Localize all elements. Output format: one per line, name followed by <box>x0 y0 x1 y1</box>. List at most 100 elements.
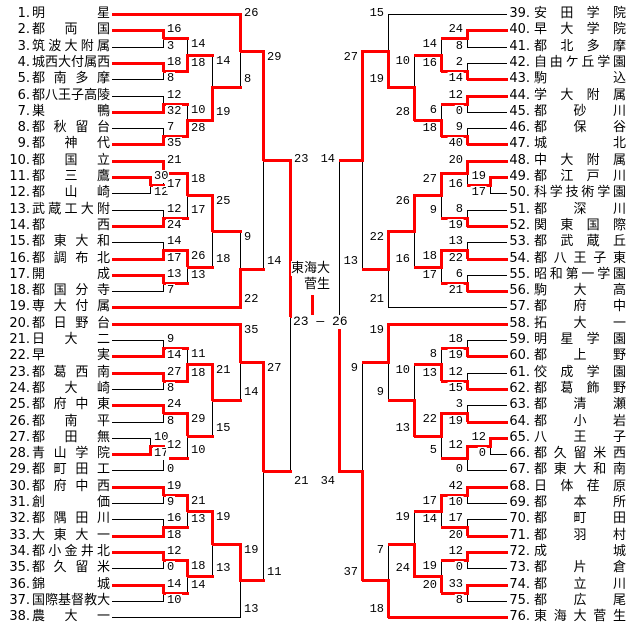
team-number: 62. <box>509 381 530 396</box>
bracket-line <box>240 51 241 89</box>
score-label: 10 <box>447 495 464 509</box>
team-name: 都清瀬 <box>534 397 626 412</box>
score-label: 19 <box>368 72 385 86</box>
team-row: 66. 都久留米西 <box>0 446 640 462</box>
team-number: 41. <box>509 39 530 54</box>
bracket-line <box>467 104 468 113</box>
score-label: 8 <box>166 381 176 395</box>
score-label: 14 <box>190 37 207 51</box>
bracket-line-winner <box>263 470 292 473</box>
bracket-line-winner <box>240 50 265 53</box>
bracket-line-winner <box>361 50 364 161</box>
bracket-line <box>163 593 164 602</box>
score-label: 8 <box>166 414 176 428</box>
bracket-line-winner <box>388 323 508 326</box>
team-row: 26. 都南平 <box>0 414 640 430</box>
team-row: 68. 日体荏原 <box>0 479 640 495</box>
team-name: 都江戸川 <box>534 169 626 184</box>
score-label: 33 <box>447 577 464 591</box>
bracket-line-winner <box>466 135 469 145</box>
bracket-line <box>112 340 164 341</box>
team-number: 2. <box>17 22 30 37</box>
team-number: 70. <box>509 511 530 526</box>
team-row: 9. 都神代 <box>0 136 640 152</box>
bracket-line-winner <box>467 290 508 293</box>
bracket-line-winner <box>441 457 469 460</box>
team-number: 48. <box>509 153 530 168</box>
bracket-line <box>112 519 164 520</box>
score-label: 13 <box>215 561 232 575</box>
team-name: 早実 <box>32 348 110 363</box>
bracket-line <box>163 38 164 47</box>
bracket-line <box>187 195 188 218</box>
team-name: 都隅田川 <box>32 511 110 526</box>
bracket-line-winner <box>112 258 165 261</box>
bracket-line-winner <box>163 249 189 252</box>
bracket-line <box>467 601 507 602</box>
bracket-line <box>490 454 507 455</box>
team-row: 12. 都山崎 <box>0 185 640 201</box>
team-row: 6. 都八王子高陵 <box>0 88 640 104</box>
bracket-line <box>467 63 468 72</box>
team-name: 都保谷 <box>534 120 626 135</box>
team-name: 明星学園 <box>534 332 626 347</box>
team-name: 安田学院 <box>534 6 626 21</box>
team-number: 61. <box>509 365 530 380</box>
score-label: 19 <box>470 169 487 183</box>
team-row: 23. 都葛西南 <box>0 365 640 381</box>
bracket-line-winner <box>162 249 165 259</box>
bracket-line-winner <box>413 399 416 437</box>
score-label: 20 <box>421 578 438 592</box>
score-label: 12 <box>447 88 464 102</box>
bracket-line <box>388 544 389 582</box>
team-row: 41. 都北多摩 <box>0 39 640 55</box>
score-label: 14 <box>319 152 336 166</box>
bracket-line <box>467 47 507 48</box>
bracket-line-winner <box>163 380 189 383</box>
team-row: 24. 都大崎 <box>0 381 640 397</box>
score-label: 12 <box>166 544 183 558</box>
team-row: 43. 駒込 <box>0 71 640 87</box>
team-number: 10. <box>9 153 30 168</box>
team-name: 早大学院 <box>534 22 626 37</box>
score-label: 10 <box>190 443 207 457</box>
score-label: 19 <box>447 218 464 232</box>
bracket-line <box>263 471 264 581</box>
team-row: 69. 都本所 <box>0 495 640 511</box>
bracket-line-winner <box>163 70 189 73</box>
bracket-line-winner <box>362 268 390 271</box>
bracket-line-winner <box>413 86 416 121</box>
bracket-line-winner <box>441 135 469 138</box>
bracket-line <box>414 55 415 89</box>
team-number: 65. <box>509 430 530 445</box>
team-row: 28. 青山学院 <box>0 446 640 462</box>
score-label: 27 <box>266 361 283 375</box>
bracket-line-winner <box>387 230 390 270</box>
score-label: 8 <box>454 202 464 216</box>
bracket-line-winner <box>150 184 165 187</box>
score-label: 10 <box>153 430 170 444</box>
bracket-line <box>112 503 164 504</box>
team-name: 都府中 <box>534 299 626 314</box>
team-name: 都広尾 <box>534 593 626 608</box>
team-number: 54. <box>509 251 530 266</box>
bracket-line-winner <box>440 172 443 196</box>
bracket-line <box>163 71 164 80</box>
bracket-line <box>467 373 507 374</box>
bracket-line-winner <box>441 249 469 252</box>
team-row: 7. 巣鴨 <box>0 104 640 120</box>
team-number: 22. <box>9 348 30 363</box>
score-label: 14 <box>190 578 207 592</box>
team-name: 都八王子高陵 <box>32 88 111 103</box>
bracket-line-winner <box>388 616 508 619</box>
bracket-line <box>163 340 164 349</box>
bracket-line-winner <box>467 421 508 424</box>
team-number: 60. <box>509 348 530 363</box>
bracket-line-winner <box>163 412 189 415</box>
bracket-line-winner <box>163 135 189 138</box>
team-row: 20. 都日野台 <box>0 316 640 332</box>
team-name: 学大附属 <box>534 88 626 103</box>
bracket-line-winner <box>211 363 214 401</box>
score-label: 22 <box>368 230 385 244</box>
score-label: 21 <box>166 153 183 167</box>
